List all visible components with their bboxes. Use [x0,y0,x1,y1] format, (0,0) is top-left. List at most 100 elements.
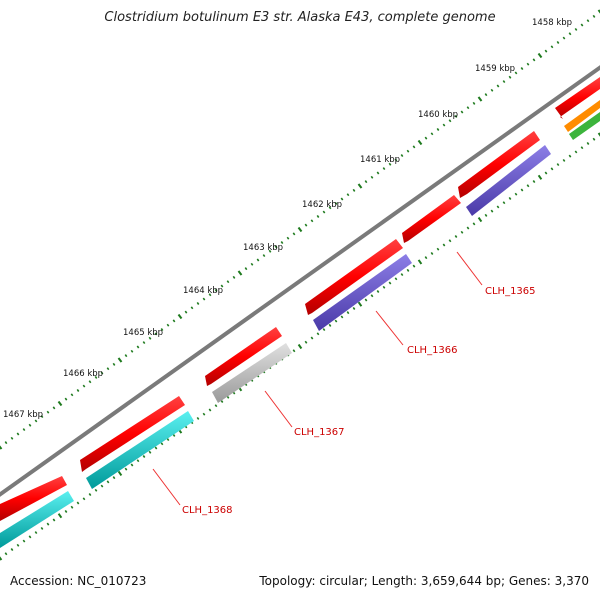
leader-clh-1367 [265,391,292,427]
minor-tick [581,147,582,149]
minor-tick [5,442,6,444]
gene-label-clh-1367: CLH_1367 [294,427,345,438]
minor-tick [293,233,294,235]
major-tick [359,184,362,188]
minor-tick [491,89,492,91]
minor-tick [551,168,552,170]
minor-tick [209,409,210,411]
minor-tick [317,215,318,217]
minor-tick [131,464,132,466]
minor-tick [449,120,450,122]
minor-tick [509,76,510,78]
minor-tick [503,81,504,83]
minor-tick [113,363,114,365]
minor-tick [143,342,144,344]
minor-tick [125,468,126,470]
minor-tick [371,295,372,297]
minor-tick [557,164,558,166]
minor-tick [131,350,132,352]
minor-tick [395,278,396,280]
leader-clh-1365 [457,252,482,285]
minor-tick [245,268,246,270]
accession-text: Accession: NC_010723 [10,574,146,588]
minor-tick [575,28,576,30]
minor-tick [89,494,90,496]
minor-tick [401,274,402,276]
minor-tick [53,407,54,409]
major-tick [419,260,422,264]
minor-tick [113,477,114,479]
minor-tick [437,128,438,130]
minor-tick [527,185,528,187]
minor-tick [491,210,492,212]
minor-tick [383,168,384,170]
minor-tick [581,24,582,26]
minor-tick [95,489,96,491]
minor-tick [203,413,204,415]
kbp-label-1466: 1466 kbp [63,369,103,379]
kbp-label-1459: 1459 kbp [475,64,515,74]
minor-tick [515,72,516,74]
minor-tick [53,519,54,521]
inner-tick-ring [0,133,600,560]
minor-tick [143,456,144,458]
major-tick [59,402,62,406]
kbp-label-1464: 1464 kbp [183,286,223,296]
minor-tick [521,189,522,191]
minor-tick [401,155,402,157]
minor-tick [215,405,216,407]
minor-tick [311,220,312,222]
major-tick [359,302,362,306]
major-tick [299,345,302,349]
minor-tick [83,498,84,500]
minor-tick [203,298,204,300]
minor-tick [293,350,294,352]
minor-tick [77,502,78,504]
minor-tick [497,85,498,87]
major-tick [0,556,1,560]
minor-tick [557,41,558,43]
minor-tick [413,146,414,148]
minor-tick [5,553,6,555]
minor-tick [533,59,534,61]
minor-tick [467,227,468,229]
minor-tick [347,194,348,196]
kbp-label-1460: 1460 kbp [418,110,458,120]
minor-tick [383,286,384,288]
major-tick [479,218,482,222]
minor-tick [137,460,138,462]
minor-tick [221,401,222,403]
minor-tick [377,172,378,174]
minor-tick [425,137,426,139]
minor-tick [233,276,234,278]
kbp-tick-ring [0,10,600,449]
minor-tick [83,385,84,387]
kbp-label-1458: 1458 kbp [532,18,572,28]
minor-tick [191,307,192,309]
minor-tick [251,263,252,265]
minor-tick [587,142,588,144]
minor-tick [317,333,318,335]
minor-tick [431,252,432,254]
leader-clh-1368 [153,469,180,505]
gene-label-clh-1368: CLH_1368 [182,505,233,516]
minor-tick [41,527,42,529]
minor-tick [65,398,66,400]
minor-tick [107,368,108,370]
genome-map: 1458 kbp 1459 kbp 1460 kbp 1461 kbp 1462… [0,0,600,600]
minor-tick [47,411,48,413]
minor-tick [71,394,72,396]
kbp-label-1465: 1465 kbp [123,328,163,338]
minor-tick [227,281,228,283]
major-tick [539,54,542,58]
kbp-label-1462: 1462 kbp [302,200,342,210]
minor-tick [509,197,510,199]
minor-tick [161,443,162,445]
minor-tick [455,236,456,238]
minor-tick [35,420,36,422]
minor-tick [587,20,588,22]
topology-text: Topology: circular; Length: 3,659,644 bp… [259,574,589,588]
minor-tick [167,324,168,326]
minor-tick [23,429,24,431]
minor-tick [11,437,12,439]
